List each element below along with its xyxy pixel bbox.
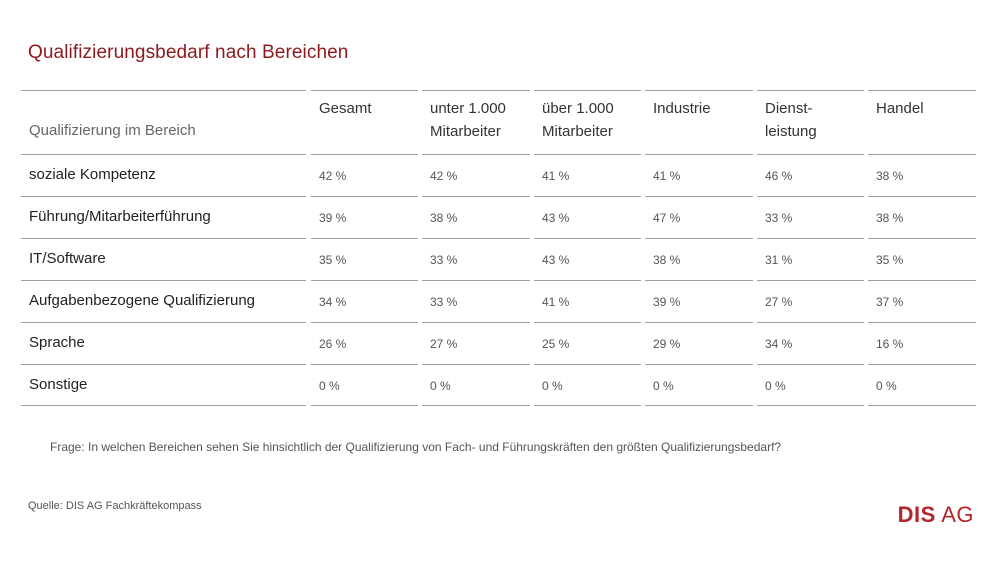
table-cell: 0 % <box>534 364 641 406</box>
column-header: Dienst-leistung <box>757 90 864 154</box>
table-cell: 33 % <box>422 238 530 280</box>
column-header-line: leistung <box>765 123 817 140</box>
table-cell: 35 % <box>868 238 976 280</box>
column-header: unter 1.000 Mitarbeiter <box>422 90 530 154</box>
table-cell: 31 % <box>757 238 864 280</box>
table-cell: 42 % <box>422 154 530 196</box>
column-header-line: Industrie <box>653 100 711 117</box>
source-note: Quelle: DIS AG Fachkräftekompass <box>28 500 202 512</box>
table-cell: 0 % <box>868 364 976 406</box>
table-cell: 42 % <box>311 154 418 196</box>
column-header-line: unter 1.000 <box>430 100 506 117</box>
column-header: Industrie <box>645 90 753 154</box>
column-header: über 1.000 Mitarbeiter <box>534 90 641 154</box>
row-header-label: Qualifizierung im Bereich <box>21 90 306 154</box>
table-cell: 0 % <box>311 364 418 406</box>
survey-question: Frage: In welchen Bereichen sehen Sie hi… <box>50 440 782 454</box>
table-cell: 16 % <box>868 322 976 364</box>
logo-brand: DIS <box>897 502 936 527</box>
table-cell: 41 % <box>534 280 641 322</box>
table-cell: 0 % <box>645 364 753 406</box>
column-header-line: Mitarbeiter <box>430 123 501 140</box>
table-cell: 34 % <box>311 280 418 322</box>
table-cell: 46 % <box>757 154 864 196</box>
table-cell: 34 % <box>757 322 864 364</box>
table-cell: 38 % <box>422 196 530 238</box>
table-cell: 41 % <box>645 154 753 196</box>
table-cell: 33 % <box>757 196 864 238</box>
row-label: Sprache <box>21 322 306 364</box>
column-header-line: Handel <box>876 100 924 117</box>
column-header-line: Mitarbeiter <box>542 123 613 140</box>
table-cell: 37 % <box>868 280 976 322</box>
table-cell: 27 % <box>422 322 530 364</box>
page-title: Qualifizierungsbedarf nach Bereichen <box>28 42 349 63</box>
table-cell: 29 % <box>645 322 753 364</box>
row-label: IT/Software <box>21 238 306 280</box>
column-header-line: über 1.000 <box>542 100 614 117</box>
logo-suffix: AG <box>935 502 974 527</box>
column-header-line: Gesamt <box>319 100 372 117</box>
table-cell: 0 % <box>757 364 864 406</box>
table-cell: 43 % <box>534 196 641 238</box>
column-header: Handel <box>868 90 976 154</box>
row-label: Aufgabenbezogene Qualifizierung <box>21 280 306 322</box>
table-cell: 39 % <box>311 196 418 238</box>
row-label: Führung/Mitarbeiterführung <box>21 196 306 238</box>
table-cell: 43 % <box>534 238 641 280</box>
table-cell: 27 % <box>757 280 864 322</box>
company-logo: DIS AG <box>898 502 974 528</box>
table-cell: 41 % <box>534 154 641 196</box>
row-label: Sonstige <box>21 364 306 406</box>
table-cell: 25 % <box>534 322 641 364</box>
table-cell: 33 % <box>422 280 530 322</box>
table-cell: 26 % <box>311 322 418 364</box>
table-cell: 38 % <box>868 196 976 238</box>
column-header-line: Dienst- <box>765 100 813 117</box>
table-cell: 38 % <box>645 238 753 280</box>
table-cell: 38 % <box>868 154 976 196</box>
column-header: Gesamt <box>311 90 418 154</box>
table-cell: 47 % <box>645 196 753 238</box>
row-label: soziale Kompetenz <box>21 154 306 196</box>
table-cell: 35 % <box>311 238 418 280</box>
table-cell: 39 % <box>645 280 753 322</box>
table-cell: 0 % <box>422 364 530 406</box>
